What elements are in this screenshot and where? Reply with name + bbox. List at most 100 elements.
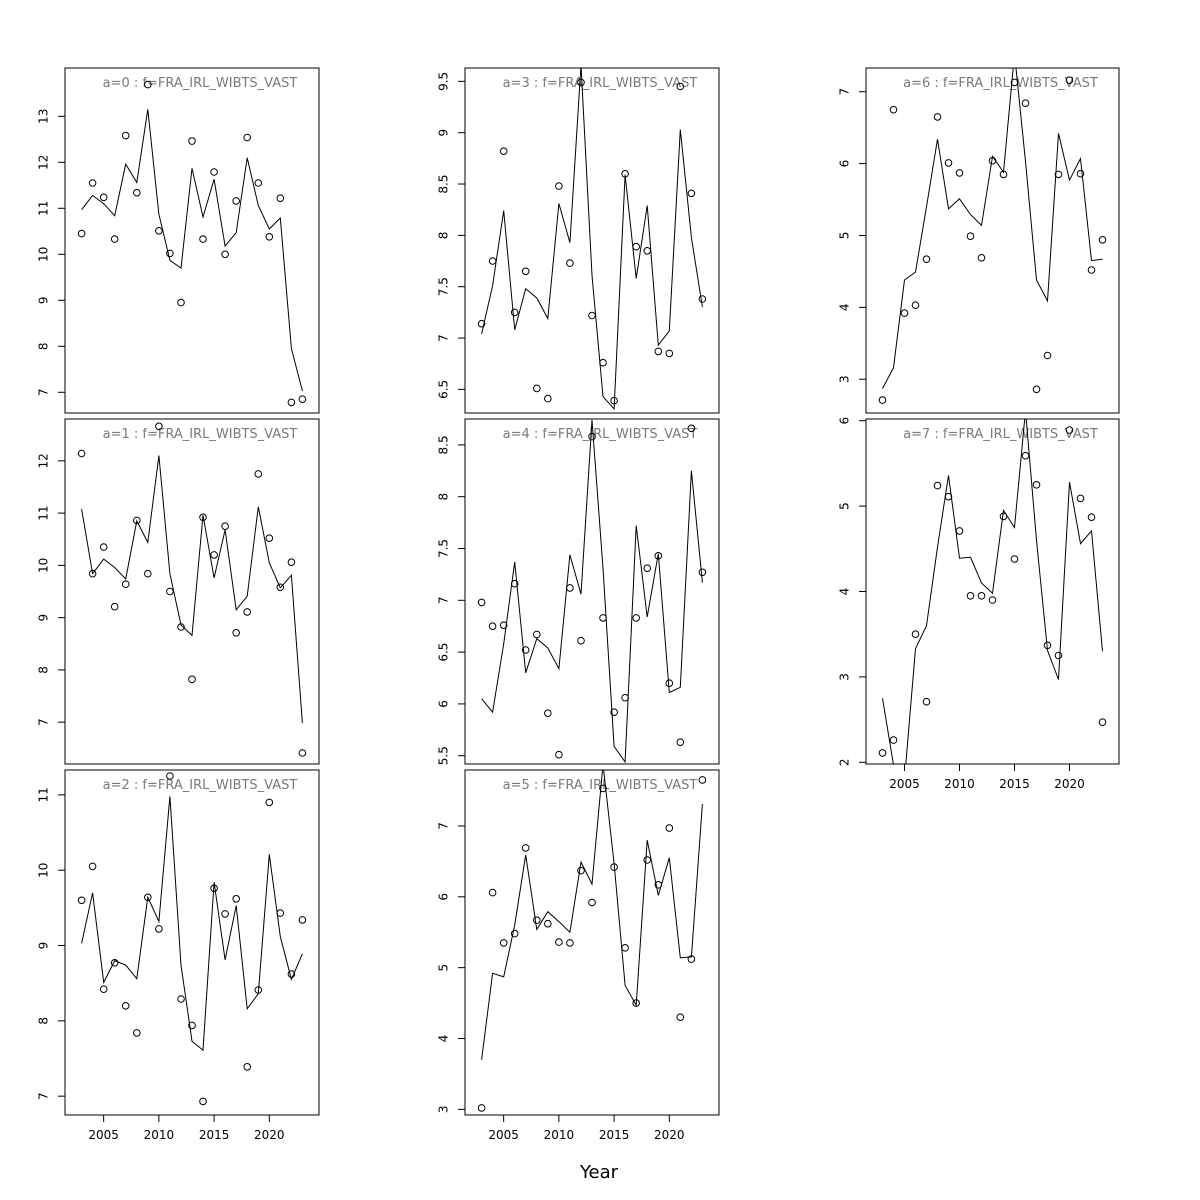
observed-point <box>166 587 174 596</box>
observed-point <box>499 939 508 947</box>
observed-point <box>199 513 207 522</box>
observed-point <box>99 543 108 551</box>
observed-point <box>999 512 1008 521</box>
observed-point <box>643 247 652 255</box>
observed-point <box>110 235 119 243</box>
observed-point <box>133 1029 141 1037</box>
y-tick-label: 7 <box>37 718 51 726</box>
y-tick-label: 12 <box>37 155 51 170</box>
observed-point <box>588 432 596 441</box>
observed-point <box>166 249 174 258</box>
observed-point <box>588 898 596 907</box>
observed-point <box>610 396 618 405</box>
observed-point <box>488 888 497 897</box>
observed-point <box>199 235 207 243</box>
observed-point <box>99 193 108 202</box>
panel-title: a=6 : f=FRA_IRL_WIBTS_VAST <box>903 76 1098 91</box>
observed-point <box>1043 351 1052 360</box>
observed-point <box>210 884 218 893</box>
y-tick-label: 13 <box>37 109 51 124</box>
observed-point <box>199 1097 207 1106</box>
y-tick-label: 8 <box>37 666 51 674</box>
observed-point <box>276 909 285 917</box>
observed-point <box>510 308 519 317</box>
observed-point <box>999 170 1008 179</box>
y-tick-label: 11 <box>37 787 51 802</box>
plot-frame <box>464 769 720 1116</box>
observed-point <box>265 233 274 241</box>
panel-a4: a=4 : f=FRA_IRL_WIBTS_VAST 5.5 6 6.5 7 7.5 8 8.… <box>437 418 720 765</box>
y-tick-label: 7 <box>437 596 451 604</box>
observed-point <box>533 916 541 925</box>
y-tick-label: 5 <box>437 964 451 972</box>
observed-point <box>1076 494 1085 503</box>
y-tick-label: 6 <box>838 160 852 168</box>
observed-point <box>955 169 964 177</box>
fitted-line <box>481 770 703 1060</box>
fitted-line <box>882 68 1103 389</box>
observed-point <box>1010 555 1019 563</box>
observed-point <box>966 232 975 240</box>
fitted-line <box>481 419 703 764</box>
observed-point <box>243 133 251 142</box>
observed-point <box>265 534 274 543</box>
observed-point <box>878 396 887 404</box>
plot-frame <box>64 418 320 765</box>
y-tick-label: 8.5 <box>437 435 451 454</box>
observed-point <box>698 776 707 784</box>
observed-point <box>544 919 552 928</box>
observed-point <box>276 194 285 202</box>
y-tick-label: 9 <box>37 614 51 622</box>
observed-point <box>632 614 641 622</box>
y-tick-label: 6 <box>437 893 451 901</box>
observed-point <box>1032 385 1041 394</box>
observed-point <box>298 916 307 924</box>
observed-point <box>566 584 574 592</box>
observed-point <box>533 384 541 393</box>
observed-point <box>610 708 618 717</box>
observed-point <box>254 470 263 478</box>
y-tick-label: 11 <box>37 201 51 216</box>
observed-point <box>177 298 185 307</box>
y-tick-label: 10 <box>37 247 51 262</box>
observed-point <box>1032 481 1041 489</box>
observed-point <box>499 621 508 630</box>
observed-point <box>276 583 285 592</box>
panel-a2: a=2 : f=FRA_IRL_WIBTS_VAST 7 8 9 10 11 2005 201… <box>37 769 320 1142</box>
observed-point <box>687 955 696 963</box>
y-tick-label: 8 <box>37 342 51 350</box>
x-tick-label: 2005 <box>88 1128 119 1142</box>
observed-point <box>88 862 97 871</box>
observed-point <box>911 630 920 639</box>
observed-point <box>966 592 975 600</box>
observed-point <box>88 569 97 578</box>
observed-point <box>521 646 530 654</box>
observed-point <box>265 798 274 807</box>
observed-point <box>577 866 585 875</box>
observed-point <box>933 481 942 490</box>
y-tick-label: 4 <box>838 304 852 312</box>
observed-point <box>110 602 119 611</box>
observed-point <box>1076 169 1085 178</box>
observed-point <box>900 309 909 317</box>
observed-point <box>232 197 240 205</box>
observed-point <box>521 844 530 852</box>
observed-point <box>221 522 229 531</box>
observed-point <box>665 349 674 358</box>
observed-point <box>188 675 196 684</box>
observed-point <box>155 925 163 933</box>
observed-point <box>654 347 663 356</box>
observed-point <box>144 893 152 902</box>
observed-point <box>665 679 674 688</box>
observed-point <box>121 131 130 140</box>
plot-frame <box>464 67 720 414</box>
observed-point <box>577 636 585 645</box>
observed-point <box>488 257 497 265</box>
observed-point <box>477 598 486 607</box>
observed-point <box>1065 76 1074 84</box>
observed-point <box>254 986 263 994</box>
x-tick-label: 2020 <box>254 1128 285 1142</box>
x-tick-label: 2010 <box>944 777 975 791</box>
observed-point <box>588 311 596 320</box>
